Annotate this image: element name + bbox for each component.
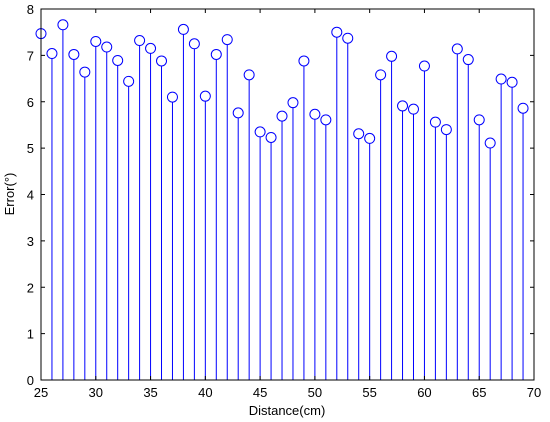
stem-marker	[210, 48, 222, 60]
stem-marker	[397, 100, 409, 112]
stem-marker	[199, 90, 211, 102]
stem-marker	[265, 131, 277, 143]
y-tick-label: 0	[27, 373, 34, 388]
x-tick-label: 60	[417, 385, 431, 400]
y-tick-label: 5	[27, 141, 34, 156]
x-tick-label: 65	[472, 385, 486, 400]
stem-marker	[145, 42, 157, 54]
stem-marker	[429, 116, 441, 128]
y-axis-label: Error(°)	[2, 173, 17, 216]
stem-marker	[375, 69, 387, 81]
stem-marker	[68, 48, 80, 60]
stem-marker	[243, 69, 255, 81]
stem-marker	[451, 43, 463, 55]
stem-marker	[353, 128, 365, 140]
stem-marker	[462, 54, 474, 66]
stem-marker	[506, 76, 518, 88]
x-tick-label: 45	[253, 385, 267, 400]
stem-marker	[123, 75, 135, 87]
x-tick-label: 40	[198, 385, 212, 400]
stem-marker	[386, 50, 398, 62]
stem-series	[40, 29, 524, 380]
stem-marker	[495, 73, 507, 85]
stem-marker	[90, 35, 102, 47]
y-axis-ticks: 0 1 2 3 4 5 6 7 8	[27, 2, 534, 388]
stem-marker	[407, 103, 419, 115]
stem-marker	[473, 114, 485, 126]
y-tick-label: 7	[27, 48, 34, 63]
stem-marker	[287, 97, 299, 109]
marker-series	[35, 19, 529, 149]
x-tick-label: 70	[527, 385, 541, 400]
y-tick-label: 6	[27, 95, 34, 110]
stem-marker	[276, 110, 288, 122]
y-tick-label: 1	[27, 327, 34, 342]
stem-marker	[331, 26, 343, 38]
stem-marker	[254, 126, 266, 138]
stem-marker	[517, 102, 529, 114]
x-axis-label: Distance(cm)	[249, 403, 326, 418]
stem-marker	[188, 38, 200, 50]
y-tick-label: 3	[27, 234, 34, 249]
stem-marker	[309, 108, 321, 120]
stem-marker	[484, 137, 496, 149]
stem-marker	[112, 54, 124, 66]
stem-marker	[232, 107, 244, 119]
y-tick-label: 2	[27, 280, 34, 295]
stem-marker	[166, 91, 178, 103]
x-tick-label: 35	[143, 385, 157, 400]
stem-marker	[57, 19, 69, 31]
y-tick-label: 4	[27, 188, 34, 203]
stem-marker	[156, 55, 168, 67]
stem-marker	[364, 132, 376, 144]
stem-marker	[134, 35, 146, 47]
y-tick-label: 8	[27, 2, 34, 17]
stem-marker	[101, 41, 113, 53]
x-tick-label: 30	[89, 385, 103, 400]
plot-area	[41, 9, 534, 380]
x-tick-label: 50	[308, 385, 322, 400]
x-tick-label: 55	[362, 385, 376, 400]
stem-marker	[177, 23, 189, 35]
stem-marker	[298, 55, 310, 67]
stem-marker	[79, 66, 91, 78]
stem-marker	[342, 32, 354, 44]
stem-marker	[221, 34, 233, 46]
x-tick-label: 25	[34, 385, 48, 400]
x-axis-ticks: 25 30 35 40 45 50 55 60 65 70	[34, 9, 541, 400]
stem-marker	[46, 48, 58, 60]
stem-marker	[440, 124, 452, 136]
stem-marker	[320, 114, 332, 126]
stem-marker	[418, 60, 430, 72]
